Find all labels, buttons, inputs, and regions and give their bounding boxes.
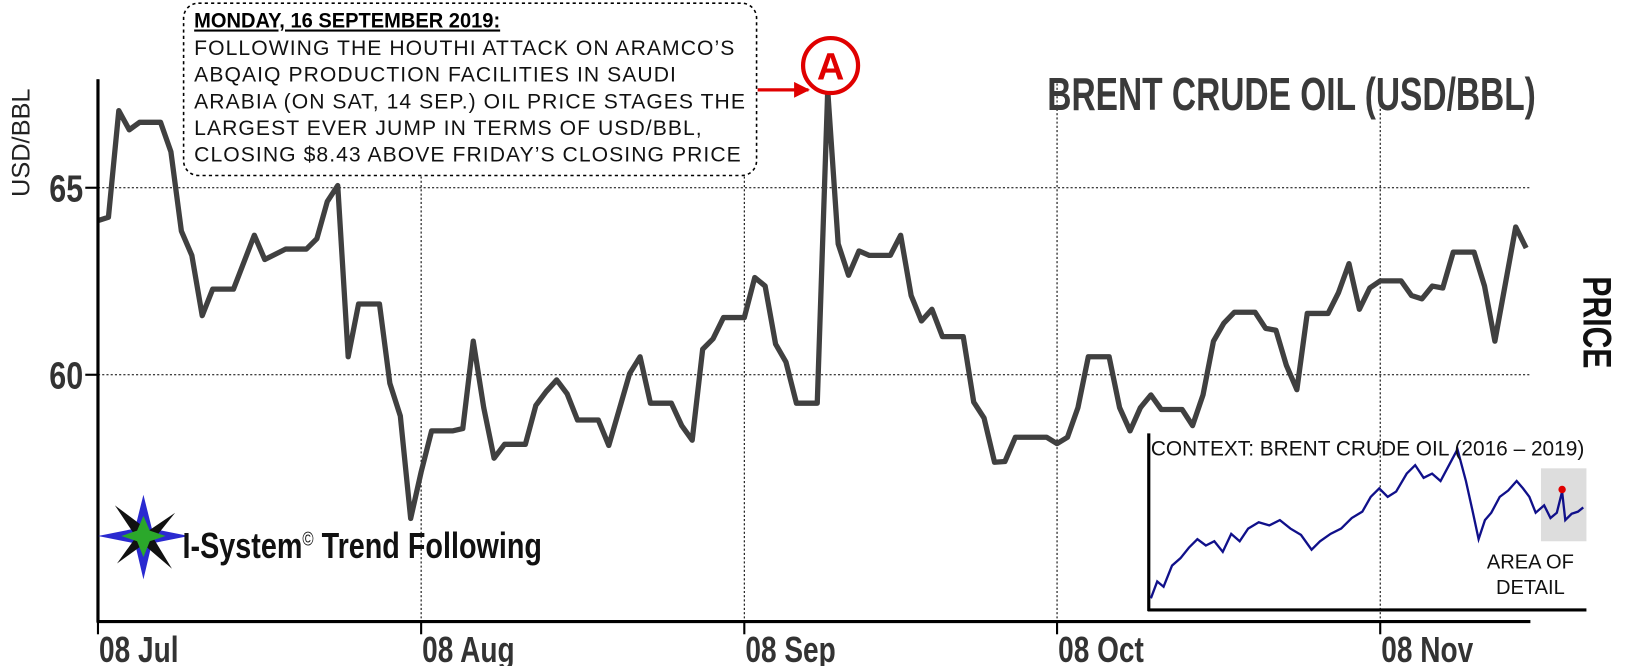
logo-part: Trend Following (314, 525, 542, 566)
logo-part: I-System (183, 525, 303, 566)
logo-icon (97, 494, 189, 580)
chart-title: BRENT CRUDE OIL (USD/BBL) (1047, 68, 1536, 120)
side-label: PRICE (1574, 276, 1619, 368)
labels: 60 65 08 Jul 08 Aug 08 Sep 08 Oct 08 Nov BRENT … (7, 9, 1619, 666)
x-tick-label: 08 Jul (99, 629, 178, 666)
x-tick-label: 08 Oct (1058, 629, 1144, 666)
y-tick-label: 60 (49, 355, 83, 397)
x-tick-label: 08 Aug (422, 629, 514, 666)
annotation-line: LARGEST EVER JUMP IN TERMS OF USD/BBL, (194, 117, 703, 140)
logo-part: © (302, 529, 313, 550)
context-highlight-dot (1558, 485, 1566, 494)
annotation-marker: A (817, 46, 844, 88)
context-line (1149, 446, 1584, 599)
y-axis-label: USD/BBL (7, 88, 35, 197)
y-tick-label: 65 (49, 168, 83, 210)
annotation-heading: MONDAY, 16 SEPTEMBER 2019: (194, 9, 500, 32)
inset (1147, 433, 1587, 612)
axes (85, 79, 1531, 635)
annotation-marker-circle (800, 35, 861, 96)
annotation-box (182, 2, 758, 177)
x-tick-label: 08 Nov (1381, 629, 1473, 666)
inset-note: DETAIL (1496, 577, 1565, 599)
logo-text: I-System© Trend Following (183, 525, 542, 566)
plot (97, 87, 1529, 522)
annotation-line: FOLLOWING THE HOUTHI ATTACK ON ARAMCO’S (194, 37, 735, 60)
annotation-line: ABQAIQ PRODUCTION FACILITIES IN SAUDI (194, 64, 677, 87)
annotation-line: CLOSING $8.43 ABOVE FRIDAY’S CLOSING PRI… (194, 144, 742, 167)
x-tick-label: 08 Sep (745, 629, 835, 666)
inset-note: AREA OF (1487, 552, 1574, 574)
annotation-line: ARABIA (ON SAT, 14 SEP.) OIL PRICE STAGE… (194, 90, 746, 113)
inset-title: CONTEXT: BRENT CRUDE OIL (2016 – 2019) (1151, 438, 1584, 461)
price-line (97, 87, 1529, 522)
